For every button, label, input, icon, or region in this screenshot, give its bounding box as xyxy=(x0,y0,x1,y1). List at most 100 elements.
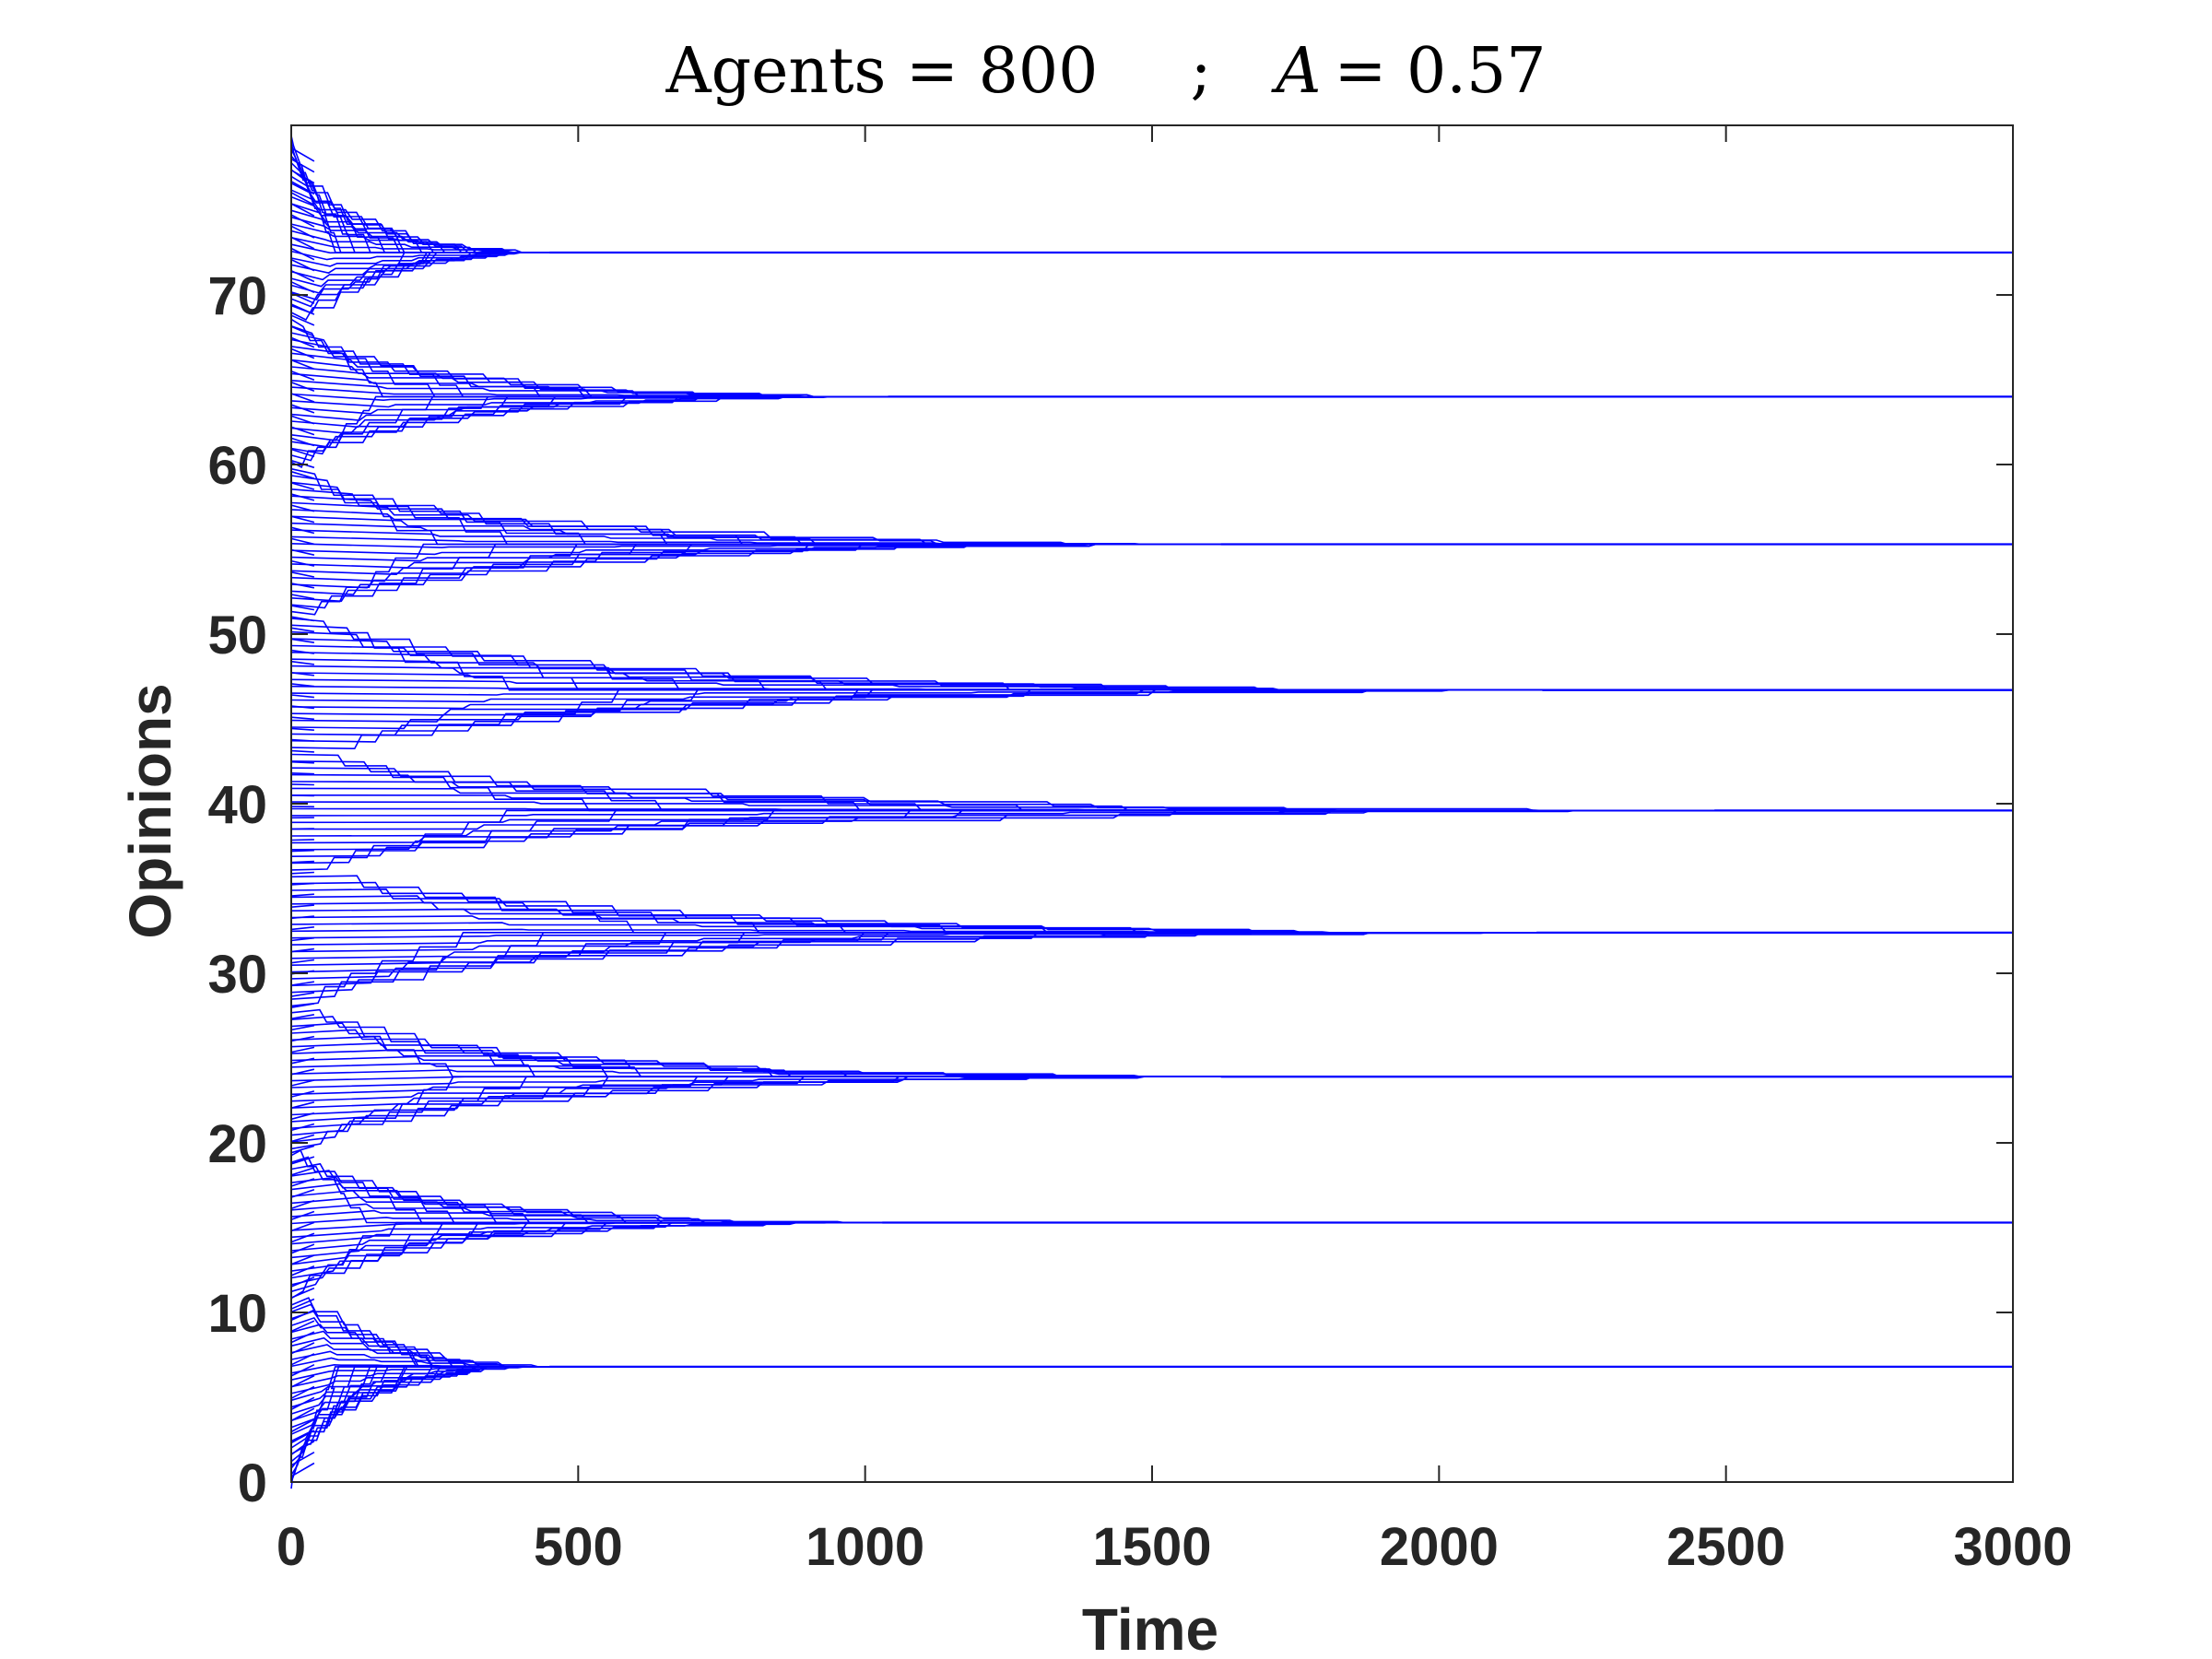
opinion-trajectory xyxy=(290,252,2013,314)
title-separator: ; xyxy=(1190,35,1211,108)
opinion-trajectory xyxy=(290,543,2013,576)
initial-fan-segment xyxy=(290,1024,315,1031)
opinion-trajectory xyxy=(290,1324,2013,1368)
opinion-trajectory xyxy=(290,1366,2013,1469)
initial-fan-segment xyxy=(290,526,315,535)
initial-fan-segment xyxy=(290,1101,315,1109)
initial-fan-segment xyxy=(290,225,315,239)
initial-fan-segment xyxy=(290,1276,315,1288)
initial-fan-segment xyxy=(290,370,315,382)
initial-fan-segment xyxy=(290,1374,315,1388)
x-tick-label: 1500 xyxy=(1092,1517,1211,1577)
initial-fan-segment xyxy=(290,705,314,710)
initial-fan-segment xyxy=(290,638,315,643)
y-tick-label: 10 xyxy=(207,1284,267,1344)
title-value: = 0.57 xyxy=(1334,35,1546,108)
initial-fan-segment xyxy=(290,258,315,272)
initial-fan-segment xyxy=(290,947,314,953)
initial-fan-segment xyxy=(290,214,315,228)
initial-fan-segment xyxy=(290,347,315,359)
opinion-trajectory xyxy=(290,1344,2013,1368)
initial-fan-segment xyxy=(290,893,314,897)
opinion-trajectory xyxy=(290,875,2013,934)
initial-fan-segment xyxy=(290,1210,315,1221)
opinion-trajectory xyxy=(290,1366,2013,1415)
opinion-trajectory xyxy=(290,175,2013,253)
opinion-trajectory xyxy=(290,481,2013,546)
initial-fan-segment xyxy=(290,649,315,654)
x-tick-label: 0 xyxy=(276,1517,306,1577)
initial-fan-segment xyxy=(290,760,314,764)
initial-fan-segment xyxy=(290,1418,315,1433)
initial-fan-segment xyxy=(290,382,315,392)
initial-fan-segment xyxy=(290,936,314,942)
opinion-trajectory xyxy=(290,535,2013,546)
opinion-trajectory xyxy=(290,237,2013,253)
opinion-trajectory xyxy=(290,1366,2013,1449)
opinion-trajectory xyxy=(290,543,2013,609)
y-tick-label: 0 xyxy=(238,1453,267,1513)
initial-fan-segment xyxy=(290,158,315,173)
opinion-trajectory xyxy=(290,1303,2013,1368)
initial-fan-segment xyxy=(290,849,314,853)
initial-fan-segment xyxy=(290,1167,315,1176)
opinion-trajectory xyxy=(290,1330,2013,1368)
initial-fan-segment xyxy=(290,1331,315,1344)
initial-fan-segment xyxy=(290,147,315,162)
opinion-trajectory xyxy=(290,1357,2013,1368)
opinion-trajectory xyxy=(290,169,2013,253)
initial-fan-segment xyxy=(290,738,314,742)
opinion-trajectory xyxy=(290,1366,2013,1381)
initial-fan-segment xyxy=(290,772,314,775)
opinion-trajectory xyxy=(290,1366,2013,1442)
y-tick-label: 50 xyxy=(207,606,267,665)
opinion-trajectory xyxy=(290,543,2013,556)
opinion-trajectory xyxy=(290,467,2013,546)
initial-fan-segment xyxy=(290,247,315,261)
initial-fan-segment xyxy=(290,1363,315,1377)
initial-fan-segment xyxy=(290,1090,315,1098)
initial-fan-segment xyxy=(290,236,315,250)
opinion-trajectory xyxy=(290,395,2013,429)
chart-title: Agents = 800; A = 0.57 xyxy=(665,35,1547,108)
opinion-trajectory xyxy=(290,1076,2013,1088)
initial-fan-segment xyxy=(290,783,314,786)
opinion-trajectory xyxy=(290,252,2013,288)
initial-fan-segment xyxy=(290,992,315,997)
opinion-trajectory xyxy=(290,901,2013,934)
initial-fan-segment xyxy=(290,839,314,841)
initial-fan-segment xyxy=(290,1221,315,1232)
opinion-trajectory xyxy=(290,252,2013,301)
opinion-trajectory xyxy=(290,1076,2013,1123)
initial-fan-segment xyxy=(290,281,315,294)
initial-fan-segment xyxy=(290,1134,315,1143)
opinion-trajectory xyxy=(290,182,2013,253)
opinion-trajectory xyxy=(290,148,2013,253)
opinion-trajectory xyxy=(290,543,2013,589)
opinion-trajectory xyxy=(290,1016,2013,1077)
opinion-trajectory xyxy=(290,1076,2013,1096)
initial-fan-segment xyxy=(290,482,315,490)
title-variable: A xyxy=(1270,35,1321,108)
opinion-trajectory xyxy=(290,203,2013,253)
opinion-trajectory xyxy=(290,1366,2013,1476)
initial-fan-segment xyxy=(290,926,314,931)
opinion-trajectory xyxy=(290,1008,2013,1077)
x-axis-label: Time xyxy=(1082,1596,1218,1659)
initial-fan-segment xyxy=(290,627,315,633)
opinion-trajectory xyxy=(290,223,2013,253)
initial-fan-segment xyxy=(290,1035,315,1042)
opinion-trajectory xyxy=(290,1069,2013,1077)
opinion-trajectory xyxy=(290,252,2013,274)
x-axis-ticks: 0 500 1000 1500 2000 2500 3000 xyxy=(276,125,2073,1577)
initial-fan-segment xyxy=(290,1298,315,1310)
initial-fan-segment xyxy=(290,882,314,886)
opinion-trajectory xyxy=(290,1366,2013,1402)
y-tick-label: 20 xyxy=(207,1114,267,1174)
opinion-trajectory xyxy=(290,543,2013,595)
initial-fan-segment xyxy=(290,448,315,458)
opinion-trajectory xyxy=(290,252,2013,308)
opinion-trajectory xyxy=(290,809,2013,851)
initial-fan-segment xyxy=(290,1232,315,1243)
initial-fan-segment xyxy=(290,605,315,611)
